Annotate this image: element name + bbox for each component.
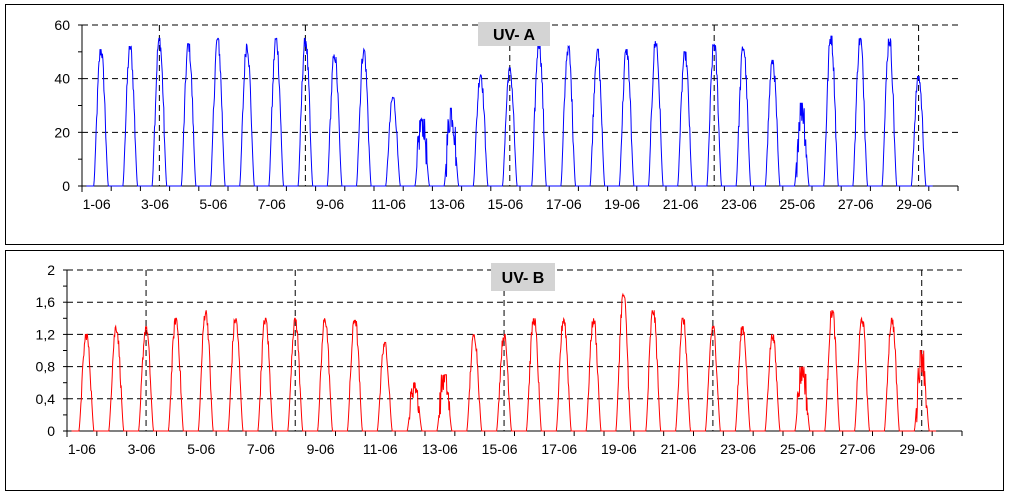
uvb-x-tick-label: 23-06: [720, 441, 756, 457]
uvb-x-tick-label: 17-06: [541, 441, 577, 457]
uvb-y-tick-label: 1,6: [36, 294, 56, 310]
uvb-x-tick-label: 5-06: [187, 441, 215, 457]
uvb-x-tick-label: 19-06: [601, 441, 637, 457]
uva-x-tick-label: 5-06: [199, 196, 227, 212]
uv-b-title-box: [491, 263, 555, 291]
uv-a-title-box: [478, 22, 550, 46]
uva-x-tick-label: 11-06: [371, 196, 406, 212]
uvb-y-tick-label: 2: [47, 262, 55, 278]
uv-a-series: [86, 35, 933, 187]
uvb-x-tick-label: 9-06: [307, 441, 335, 457]
uvb-y-tick-label: 0,8: [36, 359, 56, 375]
uv-b-title: UV- B: [502, 270, 545, 287]
uva-y-tick-label: 0: [62, 178, 70, 194]
uva-x-tick-label: 7-06: [258, 196, 286, 212]
uvb-x-tick-label: 29-06: [899, 441, 935, 457]
uva-x-tick-label: 21-06: [663, 196, 699, 212]
uva-x-tick-label: 15-06: [487, 196, 523, 212]
uvb-series-line: [71, 292, 937, 432]
uva-x-tick-label: 1-06: [83, 196, 111, 212]
uv-b-series: [71, 292, 937, 432]
uvb-x-tick-label: 1-06: [68, 441, 96, 457]
uvb-x-tick-label: 21-06: [661, 441, 697, 457]
uv-a-chart-panel: 0 20 40 60 1-06 3-06 5-06 7-06 9-06 11-06 13-06 15…: [0, 4, 1010, 245]
uva-x-tick-label: 29-06: [896, 196, 932, 212]
uvb-x-tick-label: 7-06: [247, 441, 275, 457]
uva-y-tick-label: 60: [54, 17, 70, 33]
uva-x-tick-label: 19-06: [604, 196, 640, 212]
uvb-x-tick-label: 13-06: [422, 441, 458, 457]
uvb-y-tick-label: 0,4: [36, 391, 56, 407]
uva-x-tick-label: 25-06: [779, 196, 815, 212]
uva-series-line: [86, 35, 933, 187]
uva-x-tick-label: 23-06: [721, 196, 757, 212]
uvb-x-tick-label: 3-06: [128, 441, 156, 457]
uva-x-tick-label: 3-06: [141, 196, 169, 212]
uvb-y-tick-label: 0: [47, 423, 55, 439]
uva-x-tick-label: 27-06: [838, 196, 874, 212]
uvb-x-tick-label: 11-06: [363, 441, 398, 457]
uva-y-tick-label: 40: [54, 71, 70, 87]
uv-a-chart: 0 20 40 60 1-06 3-06 5-06 7-06 9-06 11-06 13-06 15…: [5, 4, 1004, 245]
uv-b-y-tick-labels: 0 0,4 0,8 1,2 1,6 2: [36, 262, 56, 439]
uva-x-tick-label: 17-06: [546, 196, 582, 212]
uv-a-y-tick-labels: 0 20 40 60: [54, 17, 70, 194]
uvb-x-tick-label: 25-06: [780, 441, 816, 457]
uv-a-x-tick-labels: 1-06 3-06 5-06 7-06 9-06 11-06 13-06 15-06 17-06…: [83, 196, 933, 212]
uvb-x-tick-label: 15-06: [482, 441, 518, 457]
uvb-y-tick-label: 1,2: [36, 326, 56, 342]
uv-b-chart-panel: 0 0,4 0,8 1,2 1,6 2 1-06 3-06 5-06 7-06 9-06 11-06…: [0, 250, 1010, 492]
uv-b-chart: 0 0,4 0,8 1,2 1,6 2 1-06 3-06 5-06 7-06 9-06 11-06…: [5, 250, 1004, 491]
uva-y-tick-label: 20: [54, 124, 70, 140]
uv-b-x-tick-labels: 1-06 3-06 5-06 7-06 9-06 11-06 13-06 15-06 17-06…: [68, 441, 935, 457]
uva-x-tick-label: 9-06: [316, 196, 344, 212]
uv-a-title: UV- A: [493, 27, 536, 44]
uv-a-grid: [82, 24, 958, 186]
uvb-x-tick-label: 27-06: [840, 441, 876, 457]
uv-b-grid: [67, 269, 962, 431]
uva-x-tick-label: 13-06: [429, 196, 465, 212]
